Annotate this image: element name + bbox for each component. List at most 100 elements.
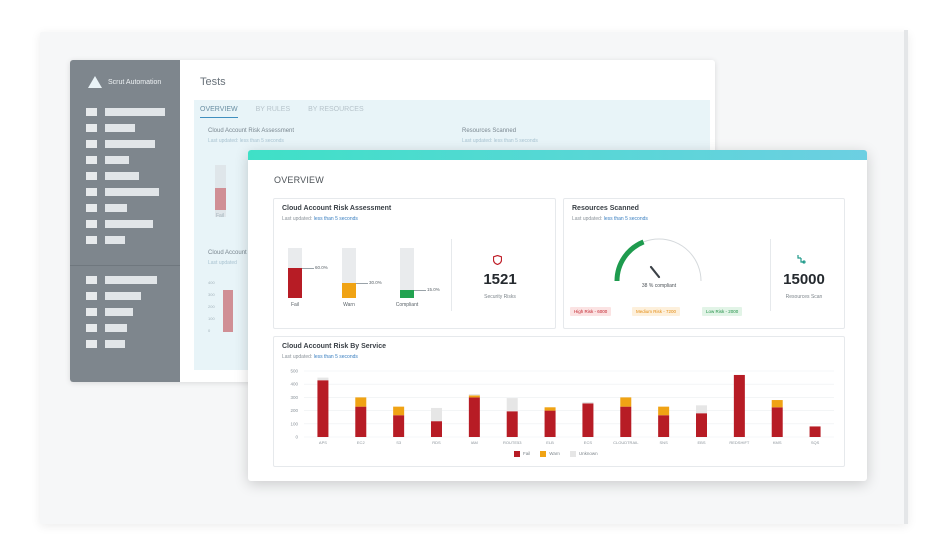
bar-segment-fail[interactable] xyxy=(696,413,707,437)
risk-bar-fill[interactable] xyxy=(342,283,356,298)
legend-swatch xyxy=(514,451,520,457)
x-tick-label: RDS xyxy=(432,440,441,445)
card-divider xyxy=(770,239,771,311)
bar-segment-warn[interactable] xyxy=(544,407,556,411)
bar-segment-fail[interactable] xyxy=(733,374,745,437)
x-tick-label: ELB xyxy=(546,440,554,445)
updated-value: less than 5 seconds xyxy=(313,354,358,360)
legend-item[interactable]: Fail xyxy=(514,451,530,457)
bar-segment-unknown[interactable] xyxy=(468,394,480,396)
sidebar-item[interactable] xyxy=(86,124,135,132)
nav-label-placeholder xyxy=(105,124,135,132)
tab-by-resources[interactable]: BY RESOURCES xyxy=(308,106,364,113)
risk-bar-fill[interactable] xyxy=(400,290,414,298)
sidebar-item[interactable] xyxy=(86,308,133,316)
risk-bar-pointer xyxy=(302,268,314,269)
gauge-fill xyxy=(614,239,645,282)
sidebar-item[interactable] xyxy=(86,324,127,332)
bar-segment-warn[interactable] xyxy=(355,397,367,407)
risk-bar-fill[interactable] xyxy=(288,268,302,298)
bar-segment-fail[interactable] xyxy=(468,397,480,437)
bar-segment-unknown[interactable] xyxy=(431,407,442,422)
bar-segment-fail[interactable] xyxy=(582,403,594,437)
x-tick-label: EC2 xyxy=(357,440,366,445)
back-axis-tick: 300 xyxy=(208,292,215,297)
updated-value: less than 5 seconds xyxy=(603,216,648,222)
nav-label-placeholder xyxy=(105,276,157,284)
bar-segment-fail[interactable] xyxy=(393,415,405,437)
bar-segment-fail[interactable] xyxy=(544,410,556,437)
bar-segment-fail[interactable] xyxy=(809,426,821,437)
nav-label-placeholder xyxy=(105,340,125,348)
risk-level-badge: High Risk - 6000 xyxy=(570,307,612,316)
resources-scan-label: Resources Scan xyxy=(785,294,823,300)
risk-by-service-chart: 500 400 300 200 100 0 APS EC2 S3 RDS IAM ROUTE53 ELB… xyxy=(290,369,834,445)
bar-segment-unknown[interactable] xyxy=(317,377,329,381)
tab-overview[interactable]: OVERVIEW xyxy=(200,106,238,118)
bar-segment-unknown[interactable] xyxy=(696,405,707,414)
bar-segment-unknown[interactable] xyxy=(506,398,518,412)
risk-card-updated: Last updated: less than 5 seconds xyxy=(282,216,358,222)
nav-icon xyxy=(86,188,97,196)
sidebar-item[interactable] xyxy=(86,156,129,164)
nav-icon xyxy=(86,172,97,180)
bar-segment-fail[interactable] xyxy=(658,415,670,437)
bar-segment-unknown[interactable] xyxy=(582,402,594,404)
bar-segment-warn[interactable] xyxy=(658,406,670,416)
app-logo[interactable]: Scrut Automation xyxy=(88,76,166,89)
legend-label: Warn xyxy=(549,451,560,457)
bar-segment-fail[interactable] xyxy=(355,406,367,437)
sidebar-item[interactable] xyxy=(86,220,153,228)
service-card-title: Cloud Account Risk By Service xyxy=(282,343,386,350)
risk-card-title: Cloud Account Risk Assessment xyxy=(282,205,392,212)
sidebar-item[interactable] xyxy=(86,172,139,180)
sidebar-item[interactable] xyxy=(86,140,155,148)
sidebar-item[interactable] xyxy=(86,108,165,116)
bar-segment-fail[interactable] xyxy=(431,421,442,437)
nav-icon xyxy=(86,340,97,348)
updated-prefix: Last updated: xyxy=(572,216,604,222)
bar-segment-fail[interactable] xyxy=(506,411,518,437)
sidebar-item[interactable] xyxy=(86,340,125,348)
y-tick-label: 200 xyxy=(290,408,298,413)
nav-icon xyxy=(86,140,97,148)
frame-edge xyxy=(904,30,908,524)
nav-label-placeholder xyxy=(105,220,153,228)
bar-segment-fail[interactable] xyxy=(620,406,632,437)
risk-assessment-card: Cloud Account Risk Assessment Last updat… xyxy=(273,198,556,329)
risk-by-service-card: Cloud Account Risk By Service Last updat… xyxy=(273,336,845,467)
bar-segment-warn[interactable] xyxy=(771,400,783,408)
tab-by-rules[interactable]: BY RULES xyxy=(255,106,291,113)
legend-item[interactable]: Warn xyxy=(540,451,560,457)
bar-segment-warn[interactable] xyxy=(620,397,632,407)
sidebar-item[interactable] xyxy=(86,236,125,244)
updated-value: less than 5 seconds xyxy=(313,216,358,222)
legend-item[interactable]: Unknown xyxy=(569,451,598,457)
legend-label: Fail xyxy=(523,451,531,457)
legend-label: Unknown xyxy=(578,451,598,457)
nav-label-placeholder xyxy=(105,156,129,164)
risk-bar-percent: 15.0% xyxy=(427,287,440,292)
back-fail-label: Fail xyxy=(216,213,225,219)
nav-label-placeholder xyxy=(105,140,155,148)
nav-label-placeholder xyxy=(105,188,159,196)
nav-icon xyxy=(86,156,97,164)
sidebar-item[interactable] xyxy=(86,188,159,196)
legend-swatch xyxy=(540,451,547,457)
sidebar-item[interactable] xyxy=(86,204,127,212)
bar-segment-fail[interactable] xyxy=(317,380,329,437)
sidebar-item[interactable] xyxy=(86,292,141,300)
bar-segment-warn[interactable] xyxy=(393,406,405,416)
x-tick-label: IAM xyxy=(471,440,478,445)
sidebar-item[interactable] xyxy=(86,276,157,284)
back-bar-fill xyxy=(215,188,226,210)
updated-prefix: Last updated: xyxy=(282,354,314,360)
card-divider xyxy=(451,239,452,311)
y-tick-label: 100 xyxy=(290,421,298,426)
bar-segment-fail[interactable] xyxy=(771,407,783,437)
compliance-gauge xyxy=(614,238,702,282)
bar-segment-warn[interactable] xyxy=(468,395,480,398)
shield-icon xyxy=(492,254,503,267)
tab-bar: OVERVIEW BY RULES BY RESOURCES xyxy=(200,106,364,118)
back-axis-tick: 0 xyxy=(208,328,211,333)
